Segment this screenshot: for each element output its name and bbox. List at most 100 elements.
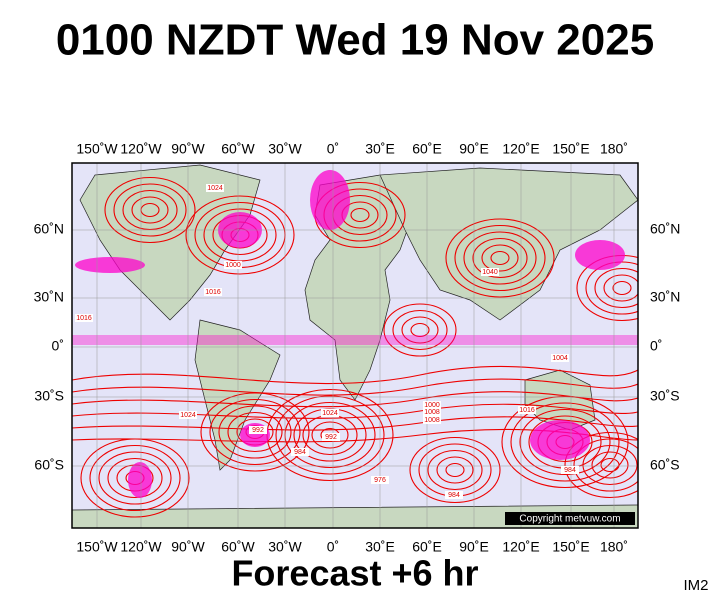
isobar [612, 280, 632, 296]
latitude-label-left: 0˚ [52, 338, 64, 354]
longitude-label-bottom: 120˚W [120, 539, 162, 555]
isobar [519, 408, 611, 476]
isobar-label-bg [179, 411, 197, 419]
longitude-label-top: 90˚W [171, 141, 205, 157]
longitude-label-top: 180˚ [600, 141, 628, 157]
isobar [72, 403, 638, 419]
isobar [185, 195, 295, 275]
isobar-label-bg [423, 416, 441, 424]
isobar-label: 1016 [205, 289, 221, 296]
latitude-label-left: 60˚N [34, 221, 64, 237]
isobar [218, 405, 292, 459]
isobar-label: 1024 [207, 185, 223, 192]
isobar [445, 218, 555, 298]
isobar [490, 250, 510, 266]
isobar-label-bg [321, 409, 339, 417]
copyright: Copyright metvuw.com [519, 514, 620, 525]
longitude-label-top: 150˚W [76, 141, 118, 157]
isobar [409, 436, 501, 504]
copyright-box [505, 512, 635, 525]
isobar-label-bg [481, 268, 499, 276]
latitude-label-right: 0˚ [650, 338, 662, 354]
isobar-label: 1000 [225, 262, 241, 269]
isobar [573, 438, 638, 492]
isobar [72, 378, 638, 396]
isobar [131, 196, 169, 224]
isobar [72, 391, 638, 408]
longitude-label-bottom: 90˚W [171, 539, 205, 555]
isobar [594, 267, 638, 309]
longitude-label-top: 60˚E [412, 141, 442, 157]
isobar-label: 1000 [424, 402, 440, 409]
isobar-label-bg [561, 466, 579, 474]
isobar-label: 984 [294, 449, 306, 456]
isobar [72, 416, 638, 431]
map-frame [71, 162, 639, 529]
isobar-label-bg [224, 261, 242, 269]
isobar [481, 244, 519, 272]
longitude-label-top: 150˚E [552, 141, 589, 157]
latitude-label-right: 60˚S [650, 457, 680, 473]
isobar-label-bg [75, 314, 93, 322]
longitude-label-top: 120˚E [502, 141, 539, 157]
isobar-label: 984 [448, 492, 460, 499]
isobar-label-bg [322, 433, 340, 441]
isobar-label-bg [371, 476, 389, 484]
isobar [104, 176, 196, 244]
isobar [564, 431, 638, 499]
isobar [427, 449, 483, 491]
isobar-label: 1016 [76, 315, 92, 322]
isobar-label: 1016 [519, 407, 535, 414]
isobar [472, 237, 528, 279]
isobar [311, 421, 349, 449]
isobar-label: 1008 [424, 417, 440, 424]
isobar [445, 462, 465, 478]
isobar-label: 992 [252, 427, 264, 434]
isobar-label-bg [249, 426, 267, 434]
isobar [89, 444, 181, 512]
longitude-label-bottom: 30˚W [268, 539, 302, 555]
longitude-label-top: 30˚E [365, 141, 395, 157]
isobar-label: 1040 [482, 269, 498, 276]
longitude-label-bottom: 180˚ [600, 539, 628, 555]
latitude-label-right: 30˚S [650, 388, 680, 404]
isobar [107, 457, 163, 499]
isobar-label-bg [423, 408, 441, 416]
isobar [72, 365, 638, 385]
isobar-label-bg [551, 354, 569, 362]
isobar-label-bg [423, 401, 441, 409]
isobar-label: 1024 [322, 410, 338, 417]
isobar [591, 451, 629, 479]
isobar-label-bg [445, 491, 463, 499]
isobar-label: 976 [374, 477, 386, 484]
isobar [582, 444, 638, 486]
isobar [600, 457, 620, 473]
isobar [350, 207, 370, 223]
longitude-label-top: 60˚W [221, 141, 255, 157]
longitude-label-bottom: 30˚E [365, 539, 395, 555]
isobar [436, 456, 474, 484]
isobar [392, 309, 448, 351]
longitude-label-bottom: 150˚E [552, 539, 589, 555]
latitude-label-right: 60˚N [650, 221, 680, 237]
latitude-label-left: 60˚S [34, 457, 64, 473]
isobar [113, 183, 187, 237]
isobar [122, 189, 178, 231]
image-id: IM2 [683, 577, 708, 594]
latitude-label-left: 30˚S [34, 388, 64, 404]
isobar [410, 322, 430, 338]
isobar [603, 274, 638, 302]
longitude-label-bottom: 60˚W [221, 539, 255, 555]
isobar-label: 992 [325, 434, 337, 441]
isobar-label: 1024 [180, 412, 196, 419]
isobar-label-bg [291, 448, 309, 456]
isobar-label-bg [518, 406, 536, 414]
longitude-label-top: 0˚ [327, 141, 339, 157]
isobar [275, 395, 385, 475]
map [72, 163, 638, 528]
latitude-label-right: 30˚N [650, 289, 680, 305]
isobar-label-bg [204, 288, 222, 296]
isobar-label: 984 [564, 467, 576, 474]
